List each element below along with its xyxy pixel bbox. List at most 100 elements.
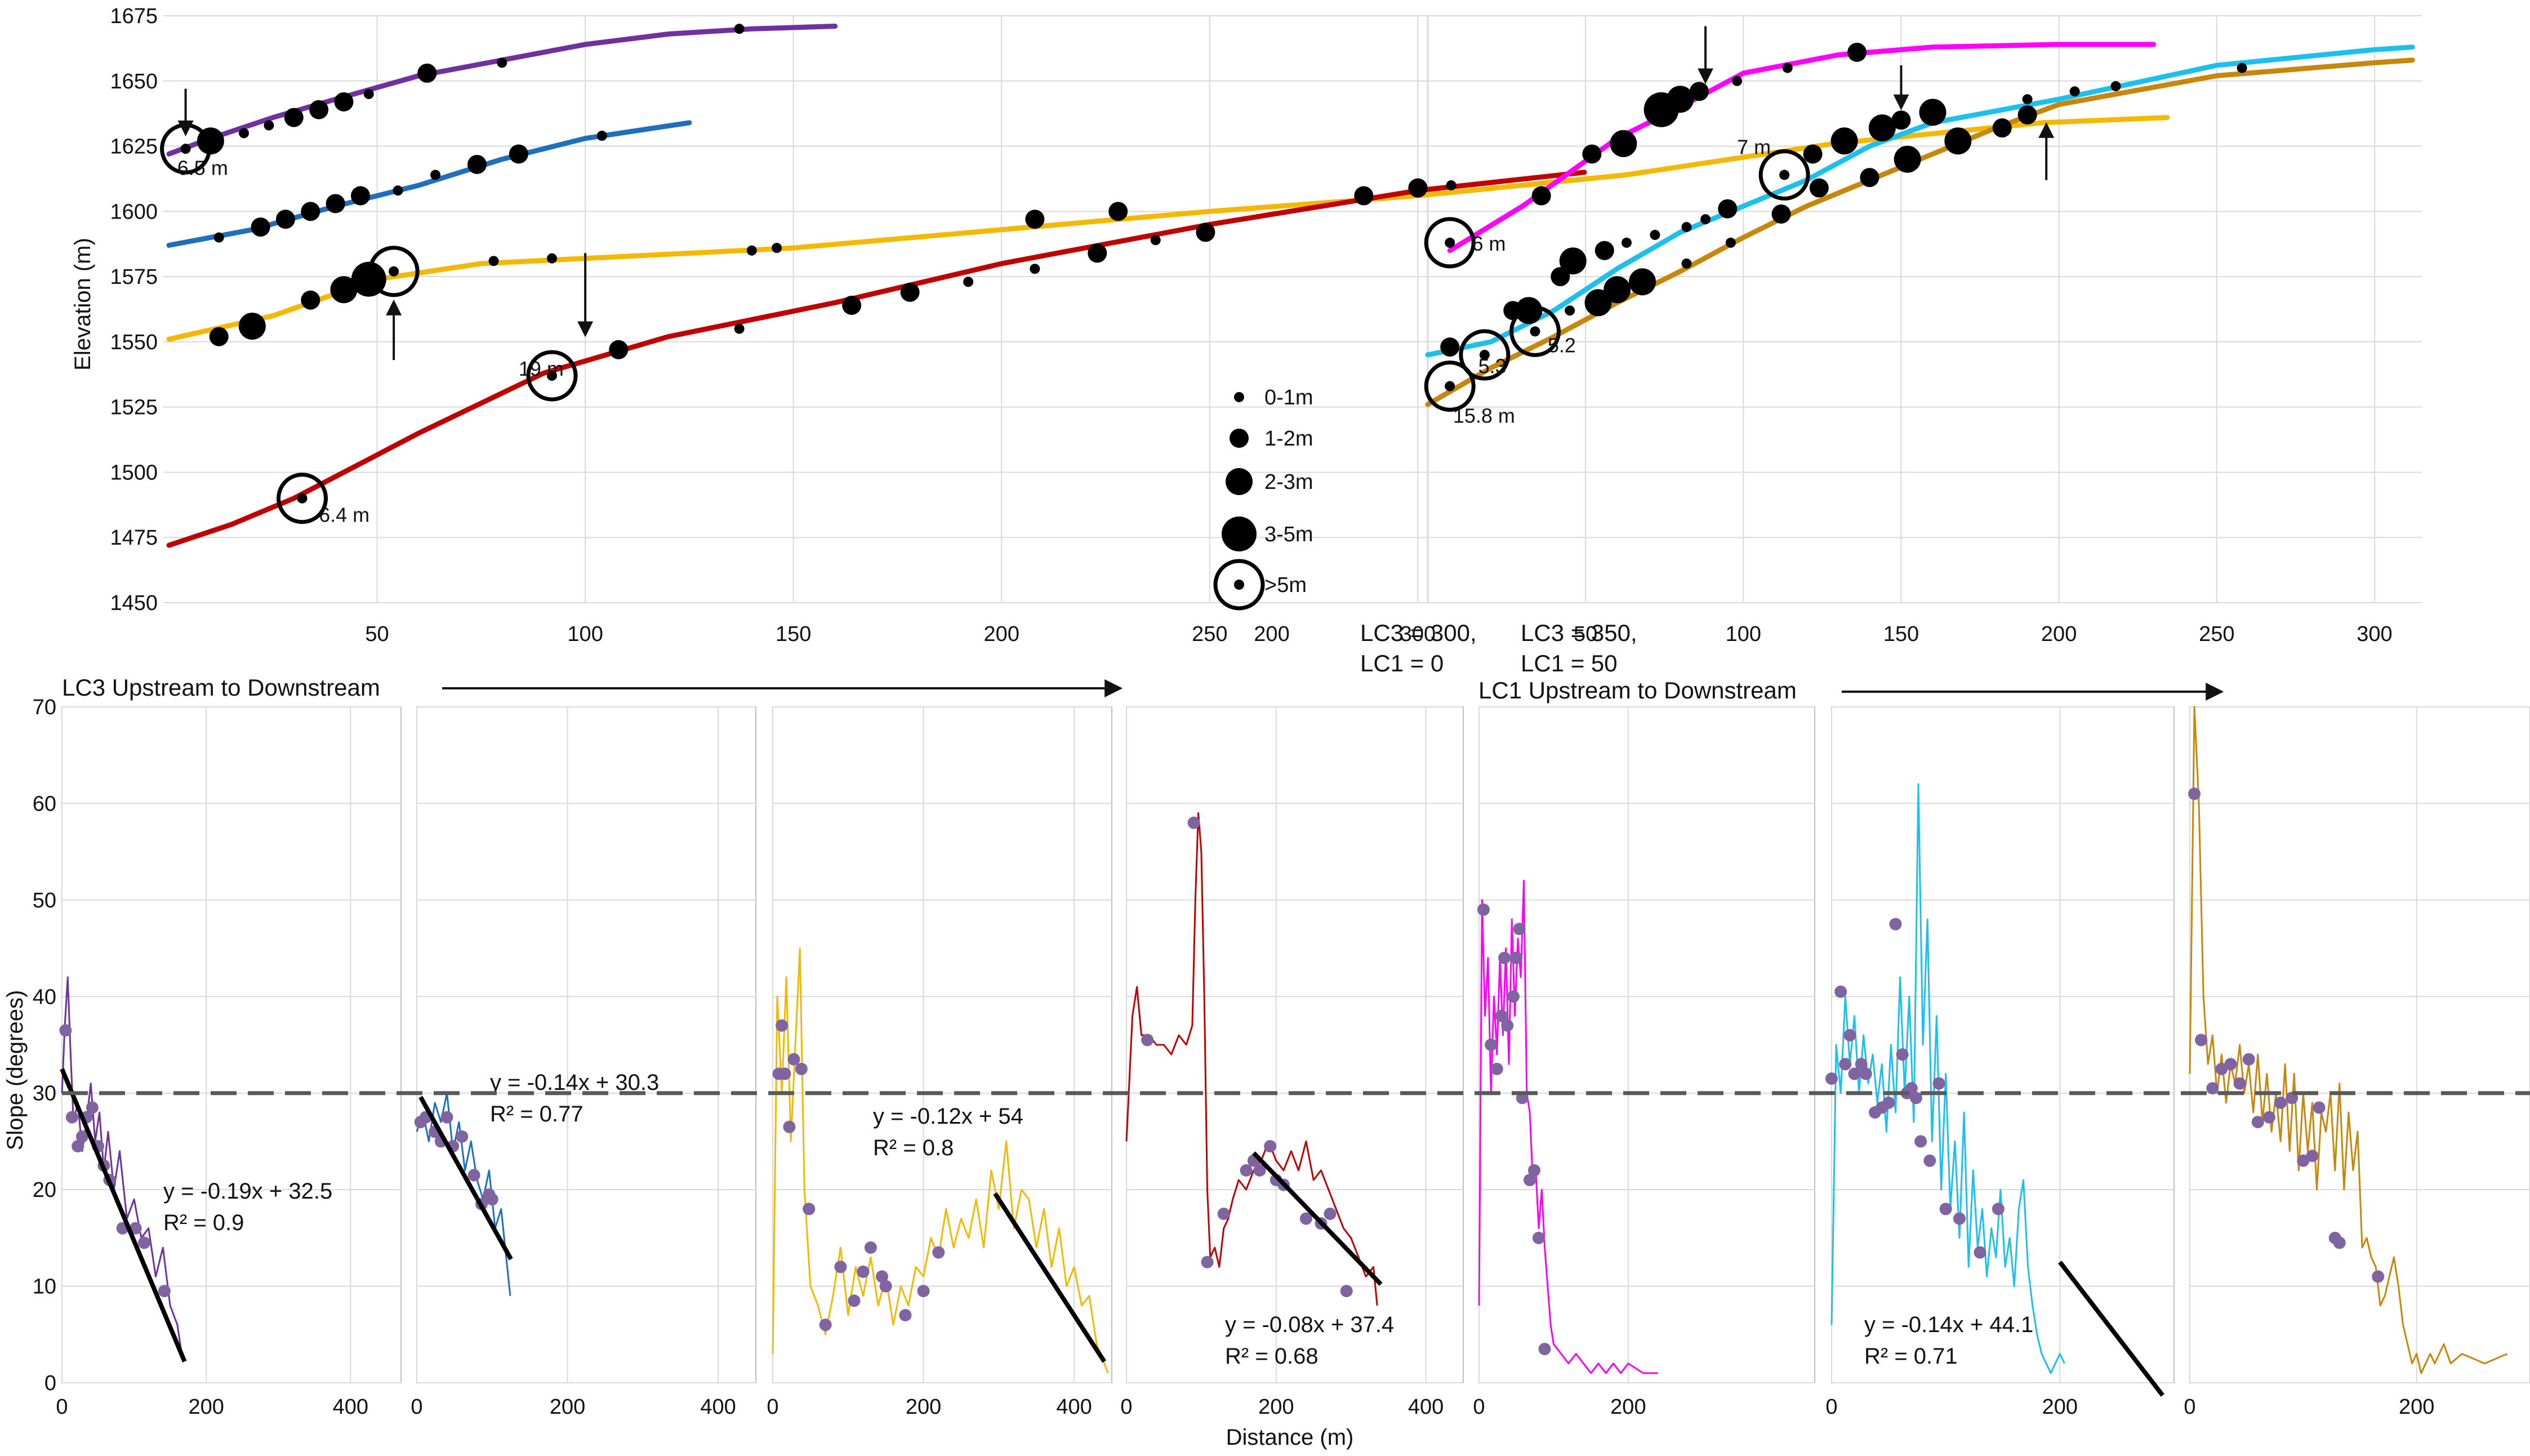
knickpoint-0-1m bbox=[363, 88, 374, 99]
knickpoint-slope-point bbox=[2372, 1270, 2385, 1283]
slope-panel-red: 0 200 400 bbox=[1120, 706, 1464, 1419]
slope-xtick-label: 200 bbox=[2399, 1395, 2434, 1419]
knickpoint-1-2m bbox=[301, 290, 320, 310]
knickpoint-0-1m bbox=[1150, 235, 1161, 246]
knickpoint-slope-point bbox=[783, 1120, 796, 1133]
slope-xtick-label: 0 bbox=[767, 1395, 778, 1419]
knickpoint-slope-point bbox=[1501, 1019, 1514, 1032]
knickpoint-slope-point bbox=[1524, 1174, 1536, 1186]
knickpoint-1-2m bbox=[1108, 202, 1128, 221]
knickpoint-2-3m bbox=[1584, 289, 1612, 317]
legend-marker-0 bbox=[1234, 392, 1244, 402]
knickpoint-slope-point bbox=[158, 1285, 171, 1298]
knickpoint-slope-point bbox=[1253, 1164, 1266, 1177]
knickpoint-0-1m bbox=[772, 243, 782, 253]
knickpoint-slope-point bbox=[2188, 787, 2201, 800]
knickpoint-2-3m bbox=[1559, 247, 1587, 275]
knickpoint-ring-large bbox=[1424, 360, 1476, 412]
knickpoint-0-1m bbox=[1782, 63, 1793, 73]
knickpoint-0-1m bbox=[488, 256, 499, 266]
knickpoint-slope-point bbox=[1896, 1048, 1909, 1061]
slope-panel-frame bbox=[1831, 706, 2175, 1383]
slope-ytick-label: 20 bbox=[33, 1178, 56, 1202]
knickpoint-1-2m bbox=[1803, 144, 1823, 164]
knickpoint-1-2m bbox=[275, 210, 295, 229]
knickpoint-2-3m bbox=[1868, 114, 1896, 142]
knickpoint-0-1m bbox=[1732, 75, 1743, 86]
knickpoint-2-3m bbox=[1894, 145, 1921, 173]
knickpoint-1-2m bbox=[1771, 204, 1791, 224]
knickpoint-slope-point bbox=[485, 1193, 498, 1206]
knickpoint-0-1m bbox=[264, 120, 274, 131]
elev-profile-purple bbox=[166, 24, 838, 157]
knickpoint-0-1m bbox=[1700, 214, 1711, 225]
knickpoint-slope-point bbox=[2306, 1150, 2319, 1163]
lc3-lc1-label-1b: LC1 = 0 bbox=[1360, 650, 1444, 676]
slope-xtick-label: 200 bbox=[1258, 1395, 1294, 1419]
knickpoint-2-3m bbox=[1515, 297, 1543, 324]
slope-xtick-label: 0 bbox=[411, 1395, 422, 1419]
slope-ytick-label: 50 bbox=[33, 889, 56, 912]
knickpoint-slope-point bbox=[2262, 1111, 2275, 1124]
knickpoint-0-1m bbox=[1565, 305, 1575, 316]
legend-marker-ring-center bbox=[1234, 580, 1244, 590]
knickpoint-2-3m bbox=[1610, 130, 1637, 157]
knickpoint-slope-point bbox=[917, 1285, 930, 1298]
slope-panel-magenta: 0 200 bbox=[1473, 706, 1815, 1419]
knickpoint-slope-point bbox=[879, 1280, 892, 1293]
elev-right-xtick-label: 100 bbox=[1726, 622, 1761, 646]
slope-xtick-label: 400 bbox=[1408, 1395, 1444, 1419]
elev-ytick-label: 1625 bbox=[110, 135, 158, 159]
slope-xtick-label: 400 bbox=[700, 1395, 736, 1419]
slope-profile-line bbox=[1125, 812, 1378, 1306]
lc1-group-header: LC1 Upstream to Downstream bbox=[1478, 677, 1797, 703]
slope-ytick-label: 60 bbox=[33, 792, 56, 816]
knickpoint-slope-point bbox=[1538, 1343, 1551, 1355]
knickpoint-slope-point bbox=[1485, 1039, 1498, 1051]
knickpoint-slope-point bbox=[2313, 1101, 2326, 1114]
legend-label: >5m bbox=[1264, 573, 1307, 597]
knickpoint-0-1m bbox=[547, 253, 557, 264]
knickpoint-large-center bbox=[547, 371, 557, 381]
regression-equation: y = -0.19x + 32.5 bbox=[163, 1179, 332, 1204]
knickpoint-slope-point bbox=[864, 1241, 877, 1254]
knickpoint-slope-point bbox=[1528, 1164, 1541, 1177]
slope-xtick-label: 0 bbox=[1120, 1395, 1132, 1419]
knickpoint-slope-point bbox=[467, 1169, 480, 1182]
knickpoint-slope-point bbox=[1848, 1067, 1861, 1080]
knickpoint-annotation: 6.4 m bbox=[319, 503, 369, 526]
knickpoint-large-center bbox=[1479, 350, 1490, 360]
knickpoint-slope-point bbox=[2242, 1053, 2255, 1066]
knickpoint-ring-large bbox=[277, 473, 328, 524]
knickpoint-ring-large bbox=[1424, 217, 1476, 269]
knickpoint-slope-point bbox=[1532, 1231, 1545, 1244]
slope-panel-frame bbox=[416, 706, 756, 1383]
knickpoint-0-1m bbox=[430, 170, 441, 180]
knickpoint-slope-point bbox=[1217, 1208, 1230, 1220]
knickpoint-0-1m bbox=[1622, 237, 1632, 248]
knickpoint-slope-point bbox=[1477, 903, 1490, 916]
elev-right-xtick-label: 150 bbox=[1883, 622, 1919, 646]
knickpoint-ring-large bbox=[368, 246, 420, 297]
elev-left-xtick-label: 250 bbox=[1192, 622, 1227, 646]
regression-fit-line bbox=[60, 1068, 187, 1363]
legend-marker-2 bbox=[1226, 468, 1253, 495]
knickpoint-slope-point bbox=[1507, 990, 1520, 1003]
knickpoint-1-2m bbox=[509, 144, 528, 164]
elev-ytick-label: 1650 bbox=[110, 70, 158, 93]
knickpoint-slope-point bbox=[440, 1111, 453, 1124]
knickpoint-2-3m bbox=[330, 276, 358, 304]
regression-equation: y = -0.08x + 37.4 bbox=[1225, 1312, 1394, 1337]
knickpoint-1-2m bbox=[1354, 186, 1374, 206]
knickpoint-slope-point bbox=[2333, 1236, 2346, 1249]
knickpoint-0-1m bbox=[2237, 63, 2247, 73]
knickpoint-2-3m bbox=[1667, 86, 1694, 113]
knickpoint-0-1m bbox=[1030, 264, 1040, 274]
knickpoint-annotation: 15.8 m bbox=[1453, 404, 1515, 427]
knickpoint-0-1m bbox=[1446, 180, 1456, 191]
knickpoint-slope-point bbox=[899, 1309, 912, 1321]
knickpoint-0-1m bbox=[963, 277, 974, 287]
slope-panel-frame bbox=[1478, 706, 1815, 1383]
knickpoint-1-2m bbox=[284, 108, 304, 127]
